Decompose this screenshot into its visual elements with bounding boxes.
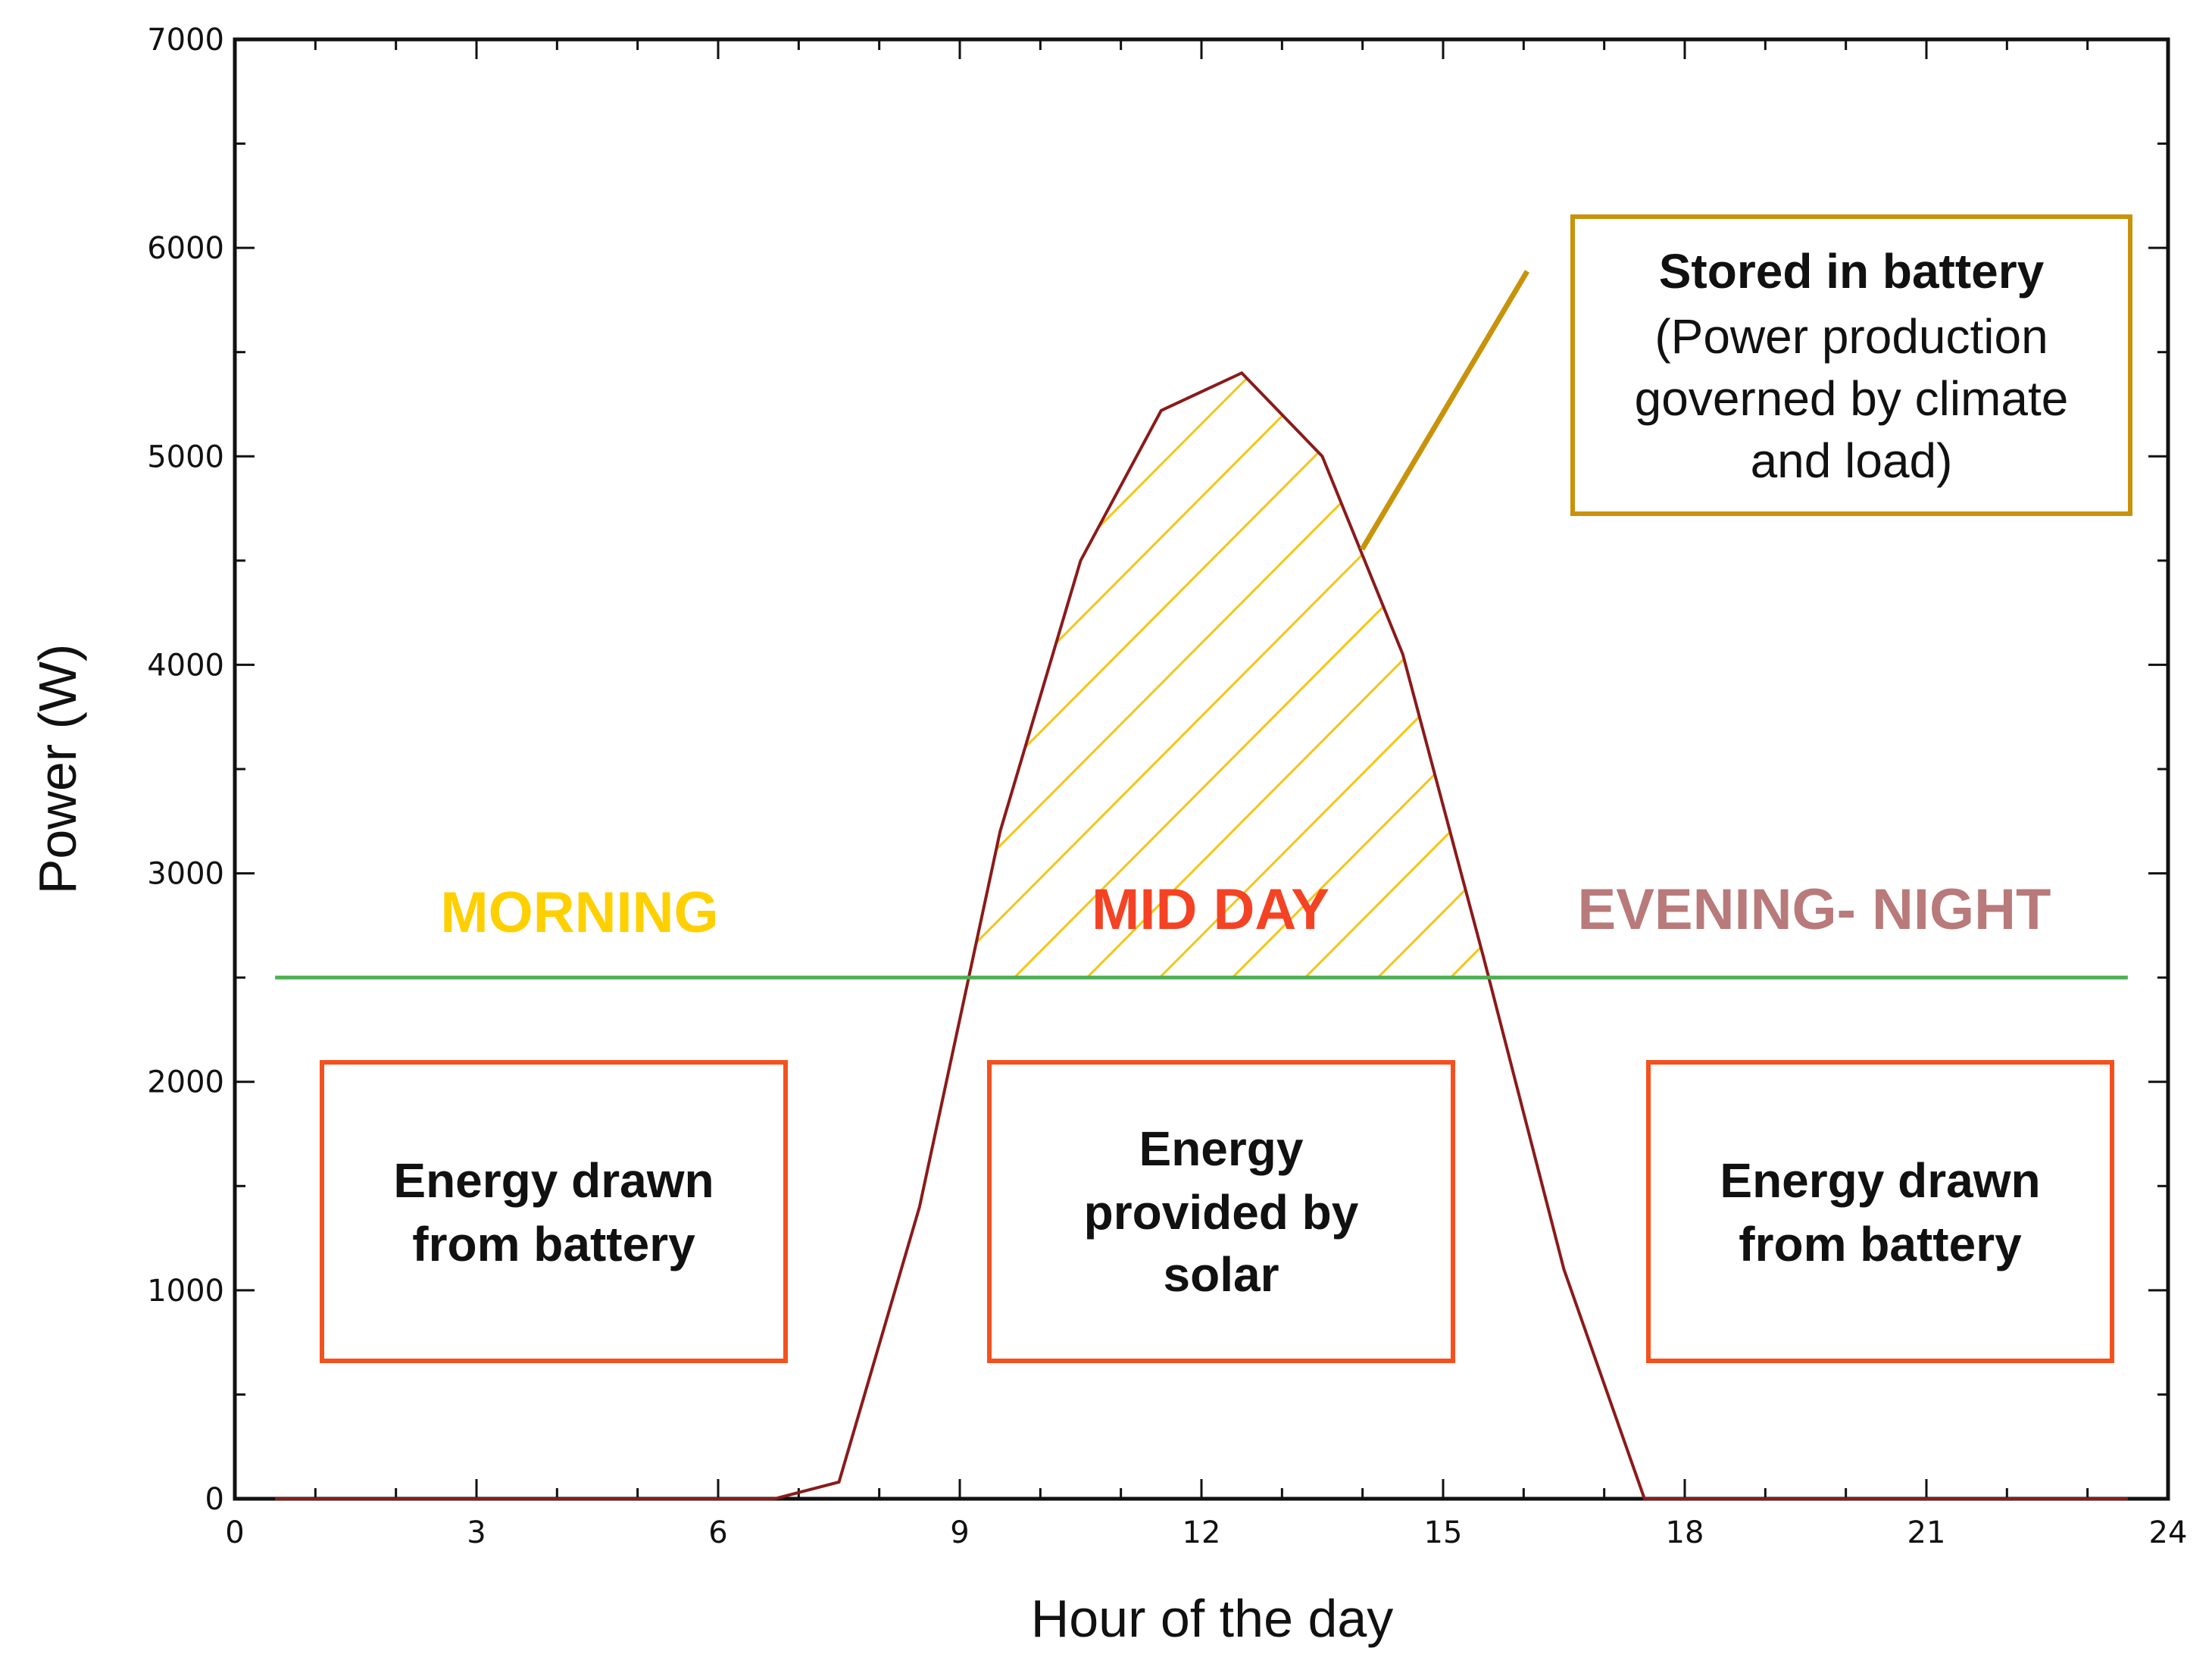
x-tick-label: 21	[1907, 1515, 1946, 1550]
callout-leader-line	[1359, 270, 1530, 551]
x-tick-label: 18	[1666, 1515, 1704, 1550]
box-evening	[1646, 1060, 2114, 1363]
y-tick-label: 5000	[147, 439, 224, 474]
x-axis-title: Hour of the day	[1031, 1589, 1394, 1648]
callout-line-1: (Power production	[1654, 309, 2048, 364]
y-tick-label: 1000	[147, 1274, 224, 1309]
box-midday	[987, 1060, 1455, 1363]
hatch-stripe	[1010, 373, 1492, 982]
hatch-stripe	[960, 373, 1255, 982]
x-tick-label: 6	[708, 1515, 727, 1550]
x-tick-labels: 0 3 6 9 12 15 18 21 24	[225, 1515, 2187, 1550]
period-label-evening-night: EVENING- NIGHT	[1578, 877, 2051, 942]
y-tick-label: 3000	[147, 857, 224, 892]
y-axis-title: Power (W)	[28, 644, 87, 895]
callout-line-2: governed by climate	[1635, 371, 2069, 426]
box-morning	[320, 1060, 788, 1363]
callout-line-3: and load)	[1751, 433, 1953, 488]
y-tick-label: 6000	[147, 231, 224, 266]
x-tick-label: 15	[1424, 1515, 1463, 1550]
hatch-stripe	[1301, 373, 1492, 982]
period-label-morning: MORNING	[440, 880, 718, 945]
box-morning-line-2: from battery	[412, 1217, 695, 1271]
hatch-stripe	[1083, 373, 1492, 982]
hatch-stripe	[960, 373, 1401, 982]
y-tick-label: 7000	[147, 23, 224, 58]
axis-ticks	[233, 38, 2170, 1500]
x-tick-label: 9	[950, 1515, 969, 1550]
box-midday-line-3: solar	[1164, 1247, 1279, 1302]
box-midday-line-1: Energy	[1139, 1121, 1304, 1176]
callout-box	[1570, 214, 2132, 516]
box-midday-line-2: provided by	[1084, 1185, 1359, 1240]
x-tick-label: 3	[467, 1515, 486, 1550]
y-tick-label: 0	[205, 1482, 224, 1517]
box-evening-line-1: Energy drawn	[1720, 1153, 2040, 1208]
x-tick-label: 24	[2149, 1515, 2188, 1550]
x-tick-label: 12	[1183, 1515, 1221, 1550]
solar-production-line	[275, 371, 2128, 1500]
period-label-midday: MID DAY	[1092, 877, 1329, 942]
y-tick-label: 2000	[147, 1065, 224, 1100]
box-evening-line-2: from battery	[1739, 1217, 2022, 1271]
y-tick-labels: 0 1000 2000 3000 4000 5000 6000 7000	[147, 23, 224, 1517]
callout-title: Stored in battery	[1659, 244, 2045, 299]
x-tick-label: 0	[225, 1515, 244, 1550]
hatch-stripe	[1228, 373, 1492, 982]
box-morning-line-1: Energy drawn	[393, 1153, 714, 1208]
series-layer	[275, 371, 2128, 1500]
y-tick-label: 4000	[147, 648, 224, 683]
